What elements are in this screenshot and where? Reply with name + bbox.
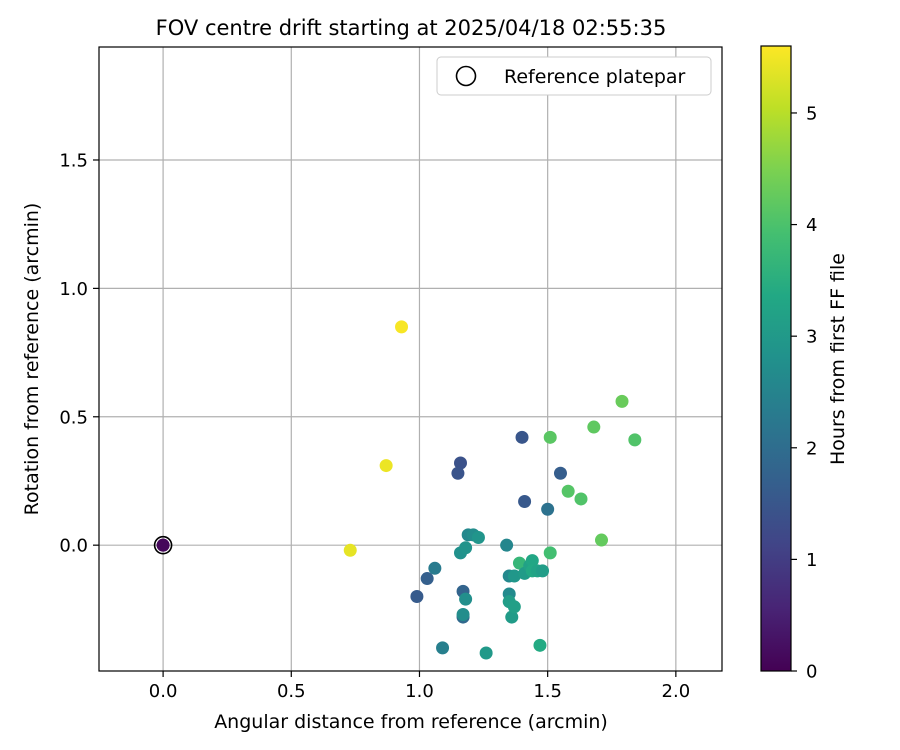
x-axis-label: Angular distance from reference (arcmin): [214, 711, 608, 733]
data-point: [518, 495, 532, 509]
grid: [99, 47, 722, 671]
reference-platepar-marker: [153, 535, 173, 555]
colorbar-tick-label: 4: [806, 215, 817, 236]
data-point: [459, 592, 473, 606]
data-point: [379, 459, 393, 473]
colorbar-tick-label: 3: [806, 327, 817, 348]
legend-box: [436, 56, 712, 96]
colorbar-tick-label: 5: [806, 103, 817, 124]
y-axis: 0.0 0.5 1.0 1.5: [59, 150, 99, 557]
data-point: [587, 420, 601, 434]
legend: Reference platepar: [436, 56, 712, 96]
data-point: [436, 641, 450, 655]
data-point: [459, 541, 473, 555]
colorbar-gradient: [760, 45, 792, 672]
y-tick-label: 0.0: [59, 536, 88, 557]
data-point: [156, 538, 170, 552]
colorbar-tick-label: 2: [806, 438, 817, 459]
chart-title: FOV centre drift starting at 2025/04/18 …: [156, 16, 667, 40]
data-point: [515, 430, 529, 444]
x-axis: 0.0 0.5 1.0 1.5 2.0: [149, 671, 690, 702]
colorbar-ticks: 0 1 2 3 4 5: [791, 103, 817, 683]
data-point: [420, 572, 434, 586]
data-point: [574, 492, 588, 506]
data-point: [553, 466, 567, 480]
y-axis-label: Rotation from reference (arcmin): [21, 203, 43, 516]
plot-frame: [98, 46, 723, 672]
data-point: [343, 543, 357, 557]
data-point: [615, 394, 629, 408]
data-point: [428, 561, 442, 575]
data-point: [628, 433, 642, 447]
x-tick-label: 2.0: [662, 681, 691, 702]
x-tick-label: 0.0: [149, 681, 178, 702]
colorbar: 0 1 2 3 4 5 Hours from first FF file: [760, 45, 849, 683]
data-point: [512, 556, 526, 570]
data-point: [533, 638, 547, 652]
colorbar-tick-label: 0: [806, 662, 817, 683]
data-point: [543, 546, 557, 560]
data-point: [543, 430, 557, 444]
data-point: [595, 533, 609, 547]
data-point: [561, 484, 575, 498]
y-tick-label: 1.5: [59, 150, 88, 171]
x-tick-label: 0.5: [277, 681, 306, 702]
colorbar-label: Hours from first FF file: [827, 253, 849, 465]
data-point: [500, 538, 514, 552]
data-point: [456, 608, 470, 622]
data-points: [156, 320, 642, 660]
data-point: [507, 600, 521, 614]
plot-area: [98, 46, 723, 672]
colorbar-tick-label: 1: [806, 550, 817, 571]
data-point: [536, 564, 550, 578]
y-tick-label: 0.5: [59, 407, 88, 428]
y-tick-label: 1.0: [59, 279, 88, 300]
x-tick-label: 1.0: [405, 681, 434, 702]
plot-background: [99, 47, 722, 671]
legend-entry-reference-platepar: Reference platepar: [504, 66, 686, 88]
data-point: [451, 466, 465, 480]
data-point: [471, 530, 485, 544]
data-point: [541, 502, 555, 516]
data-point: [479, 646, 493, 660]
legend-reference-marker: [455, 65, 477, 87]
x-tick-label: 1.5: [533, 681, 562, 702]
data-point: [505, 610, 519, 624]
data-point: [410, 590, 424, 604]
data-point: [507, 569, 521, 583]
data-point: [453, 456, 467, 470]
data-point: [525, 554, 539, 568]
data-point: [395, 320, 409, 334]
